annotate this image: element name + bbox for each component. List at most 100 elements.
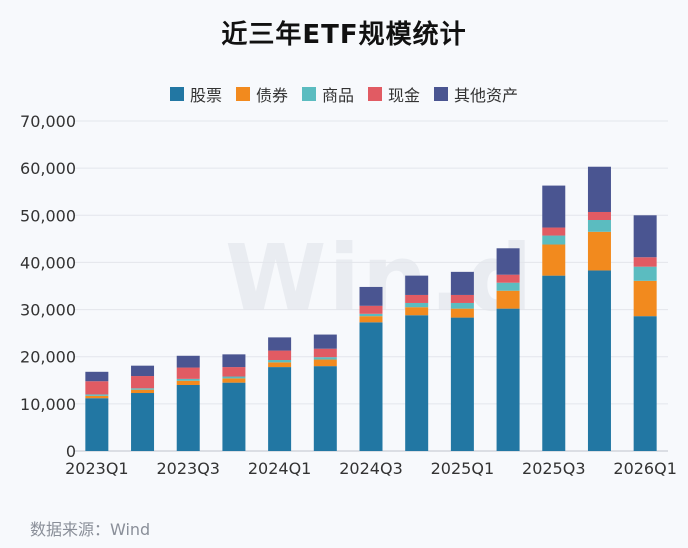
bar-segment-2024Q4-股票[interactable]	[405, 315, 429, 451]
bar-segment-2024Q4-其他资产[interactable]	[405, 275, 429, 295]
legend-label-stock: 股票	[189, 86, 222, 105]
bar-segment-2023Q1-债券[interactable]	[85, 395, 109, 399]
bar-segment-2025Q2-其他资产[interactable]	[496, 248, 520, 275]
bar-segment-2024Q1-债券[interactable]	[268, 362, 292, 368]
legend-swatch-bond	[235, 87, 250, 101]
bar-segment-2024Q4-商品[interactable]	[405, 302, 429, 308]
bar-segment-2023Q3-商品[interactable]	[176, 378, 200, 381]
legend-item-other[interactable]: 其他资产	[434, 82, 518, 106]
bar-segment-2024Q1-股票[interactable]	[268, 367, 292, 451]
bar-segment-2023Q3-其他资产[interactable]	[176, 355, 200, 368]
bar-segment-2024Q3-股票[interactable]	[359, 322, 383, 451]
x-tick-label: 2023Q3	[156, 459, 220, 478]
x-axis-ticks: 2023Q1 2023Q3 2024Q1 2024Q3 2025Q1 2025Q3 2026…	[65, 459, 677, 478]
bar-segment-2025Q3-商品[interactable]	[542, 235, 566, 245]
bar-segment-2025Q1-债券[interactable]	[450, 308, 474, 318]
bar-segment-2025Q4-其他资产[interactable]	[587, 166, 611, 212]
bar-segment-2023Q4-股票[interactable]	[222, 382, 246, 451]
bar-segment-2025Q1-商品[interactable]	[450, 302, 474, 309]
bar-segment-2025Q4-债券[interactable]	[587, 231, 611, 271]
bar-segment-2024Q2-现金[interactable]	[313, 348, 337, 358]
chart-legend: 股票 债券 商品 现金 其他资产	[0, 82, 688, 106]
bar-segment-2025Q2-现金[interactable]	[496, 274, 520, 283]
bar-segment-2024Q4-债券[interactable]	[405, 307, 429, 316]
legend-swatch-cash	[368, 87, 382, 101]
bar-segment-2023Q4-现金[interactable]	[222, 367, 246, 377]
x-tick-label: 2026Q1	[613, 459, 677, 478]
bar-segment-2023Q2-现金[interactable]	[131, 376, 155, 389]
bar-segment-2025Q3-其他资产[interactable]	[542, 185, 566, 228]
bar-segment-2023Q1-商品[interactable]	[85, 394, 109, 396]
bar-segment-2025Q2-商品[interactable]	[496, 282, 520, 291]
bar-segment-2025Q3-股票[interactable]	[542, 275, 566, 451]
bar-segment-2025Q1-其他资产[interactable]	[450, 271, 474, 295]
y-tick-label: 30,000	[20, 301, 76, 320]
bar-segment-2024Q2-其他资产[interactable]	[313, 334, 337, 349]
bar-segment-2024Q2-商品[interactable]	[313, 357, 337, 360]
bar-segment-2023Q2-股票[interactable]	[131, 393, 155, 451]
legend-item-cash[interactable]: 现金	[368, 82, 420, 106]
bar-segment-2023Q1-其他资产[interactable]	[85, 371, 109, 382]
y-tick-label: 40,000	[20, 253, 76, 272]
bar-segment-2025Q3-债券[interactable]	[542, 244, 566, 276]
bar-segment-2025Q2-股票[interactable]	[496, 308, 520, 451]
x-tick-label: 2024Q3	[339, 459, 403, 478]
bar-segment-2023Q2-商品[interactable]	[131, 388, 155, 390]
legend-swatch-stock	[169, 87, 184, 101]
bar-segment-2024Q2-债券[interactable]	[313, 359, 337, 367]
legend-swatch-commodity	[301, 87, 316, 101]
legend-label-bond: 债券	[255, 86, 288, 105]
bar-segment-2023Q4-其他资产[interactable]	[222, 354, 246, 368]
bar-segment-2024Q3-其他资产[interactable]	[359, 286, 383, 306]
bar-segment-2023Q1-现金[interactable]	[85, 381, 109, 395]
bar-segment-2023Q3-股票[interactable]	[176, 385, 200, 451]
bar-segment-2026Q1-股票[interactable]	[633, 316, 657, 451]
bar-segment-2026Q1-债券[interactable]	[633, 280, 657, 317]
bar-segment-2026Q1-其他资产[interactable]	[633, 215, 657, 258]
bar-segment-2023Q1-股票[interactable]	[85, 398, 109, 451]
bar-segment-2024Q1-其他资产[interactable]	[268, 337, 292, 351]
bar-segment-2024Q1-商品[interactable]	[268, 360, 292, 363]
bar-segment-2024Q2-股票[interactable]	[313, 366, 337, 451]
legend-item-bond[interactable]: 债券	[235, 82, 288, 106]
bar-segment-2024Q3-现金[interactable]	[359, 305, 383, 314]
bar-segment-2025Q1-股票[interactable]	[450, 317, 474, 451]
bar-segment-2025Q4-现金[interactable]	[587, 211, 611, 220]
bar-segment-2024Q3-债券[interactable]	[359, 316, 383, 323]
legend-item-commodity[interactable]: 商品	[301, 82, 354, 106]
bar-segment-2023Q3-现金[interactable]	[176, 367, 200, 379]
y-tick-label: 10,000	[20, 395, 76, 414]
bar-segment-2023Q3-债券[interactable]	[176, 380, 200, 385]
bar-segment-2025Q4-商品[interactable]	[587, 220, 611, 232]
bar-segment-2025Q2-债券[interactable]	[496, 290, 520, 309]
legend-label-commodity: 商品	[321, 86, 354, 105]
bar-segment-2026Q1-商品[interactable]	[633, 266, 657, 281]
x-tick-label: 2025Q3	[522, 459, 586, 478]
bars	[85, 166, 657, 451]
bar-segment-2023Q2-债券[interactable]	[131, 389, 155, 394]
source-note: 数据来源：Wind	[30, 520, 151, 539]
y-tick-label: 20,000	[20, 348, 76, 367]
legend-item-stock[interactable]: 股票	[169, 82, 222, 106]
bar-segment-2025Q3-现金[interactable]	[542, 227, 566, 236]
y-axis-ticks: 0 10,000 20,000 30,000 40,000 50,000 60,000 70,…	[20, 112, 76, 461]
bar-segment-2025Q1-现金[interactable]	[450, 294, 474, 303]
bar-segment-2026Q1-现金[interactable]	[633, 257, 657, 267]
legend-label-other: 其他资产	[454, 86, 519, 105]
bar-segment-2024Q4-现金[interactable]	[405, 294, 429, 303]
chart-title: 近三年ETF规模统计	[221, 20, 467, 50]
bar-segment-2023Q4-债券[interactable]	[222, 378, 246, 383]
y-tick-label: 50,000	[20, 206, 76, 225]
x-tick-label: 2023Q1	[65, 459, 129, 478]
y-tick-label: 0	[66, 442, 76, 461]
x-tick-label: 2024Q1	[248, 459, 312, 478]
legend-swatch-other	[434, 87, 449, 101]
bar-segment-2023Q4-商品[interactable]	[222, 376, 246, 379]
legend-label-cash: 现金	[388, 86, 421, 105]
bar-segment-2024Q1-现金[interactable]	[268, 350, 292, 361]
bar-segment-2023Q2-其他资产[interactable]	[131, 365, 155, 377]
bar-segment-2024Q3-商品[interactable]	[359, 313, 383, 317]
bar-segment-2025Q4-股票[interactable]	[587, 270, 611, 451]
x-tick-label: 2025Q1	[431, 459, 495, 478]
